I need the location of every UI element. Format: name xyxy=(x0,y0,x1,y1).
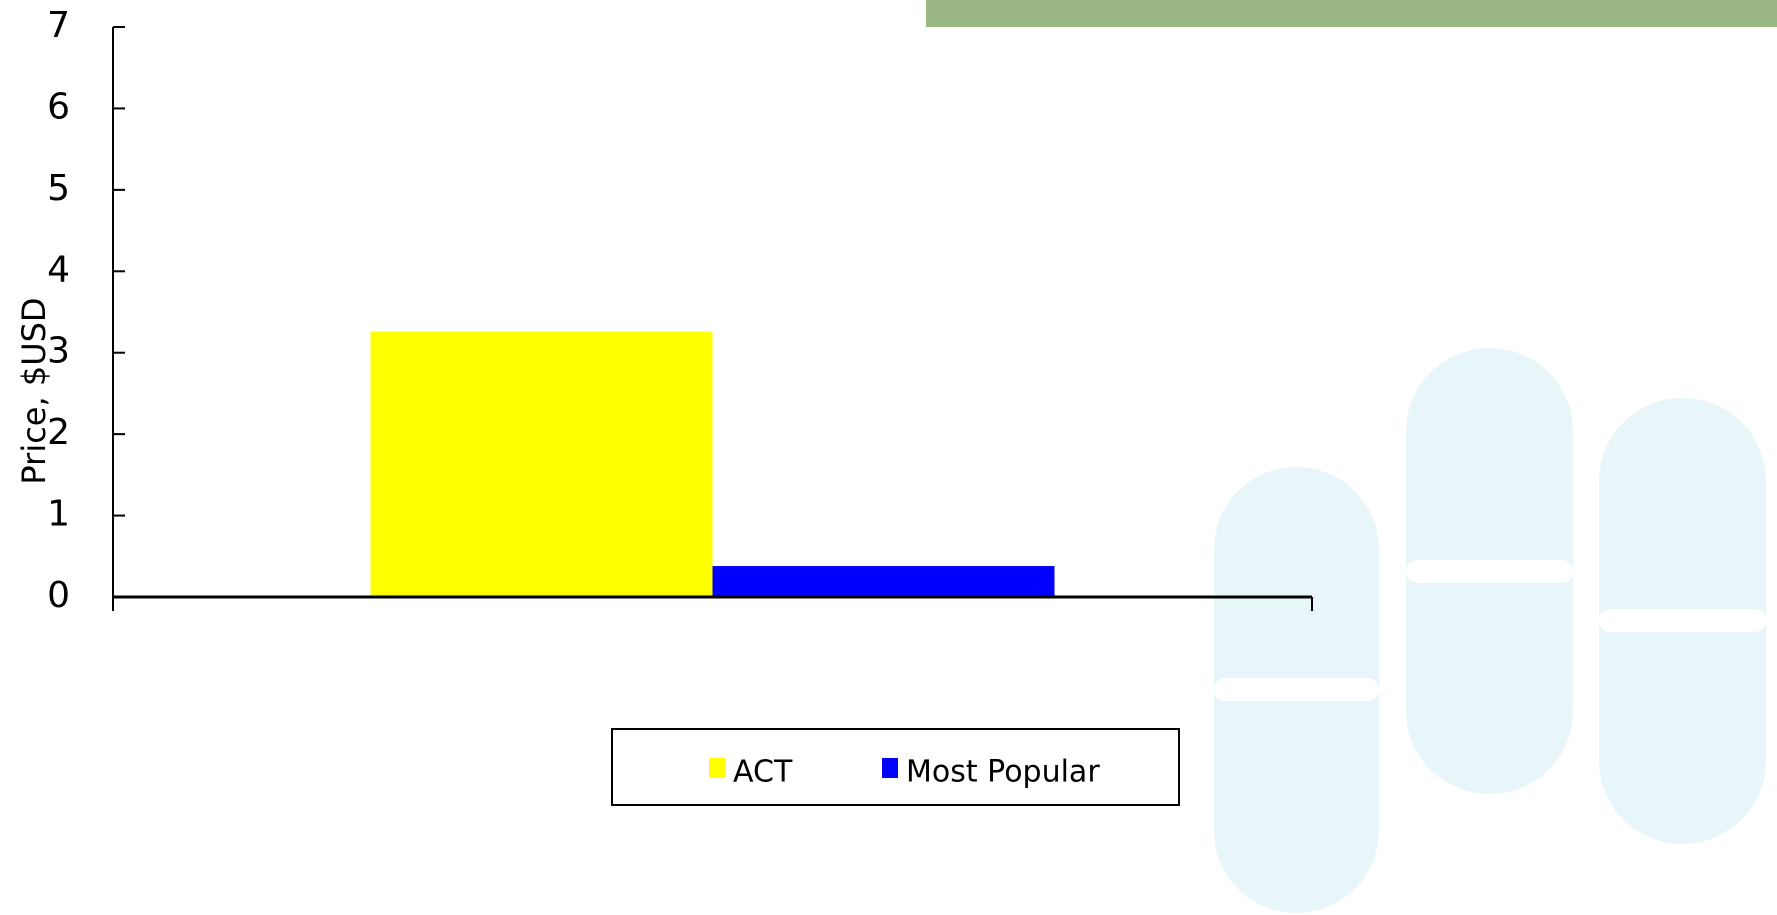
y-tick-label: 5 xyxy=(47,168,70,209)
y-tick-label: 2 xyxy=(47,412,70,453)
y-tick-label: 6 xyxy=(47,86,70,127)
pill-stripes xyxy=(1214,560,1766,701)
y-tick-label: 3 xyxy=(47,331,70,372)
y-axis-title: Price, $USD xyxy=(15,297,53,484)
y-tick-label: 1 xyxy=(47,494,70,535)
y-tick-label: 4 xyxy=(47,249,70,290)
bar xyxy=(370,331,713,597)
header-band xyxy=(926,0,1777,27)
legend-swatch xyxy=(709,758,725,778)
y-tick-label: 7 xyxy=(47,5,70,46)
legend-label: ACT xyxy=(733,755,793,790)
y-tick-label: 0 xyxy=(47,575,70,616)
legend-label: Most Popular xyxy=(906,755,1100,790)
bar xyxy=(712,566,1055,597)
legend-swatch xyxy=(882,758,898,778)
